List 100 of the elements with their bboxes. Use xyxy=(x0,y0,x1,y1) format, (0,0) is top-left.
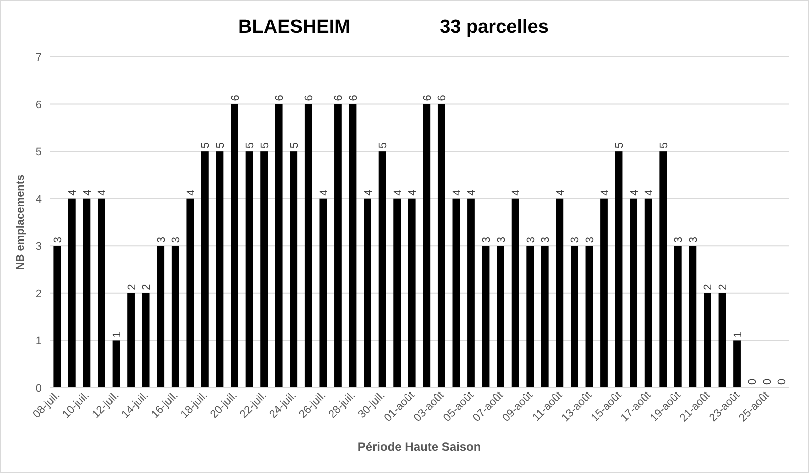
data-label: 4 xyxy=(510,190,523,196)
data-label: 2 xyxy=(702,284,715,290)
y-tick-label: 1 xyxy=(36,336,42,348)
bar xyxy=(128,293,135,388)
bar xyxy=(157,246,165,388)
bar xyxy=(68,198,76,388)
data-label: 4 xyxy=(392,190,404,196)
data-label: 3 xyxy=(570,237,582,244)
data-label: 2 xyxy=(126,284,138,290)
data-label: 3 xyxy=(540,237,552,244)
bar xyxy=(468,198,475,388)
bar xyxy=(734,340,741,388)
chart-subtitle: 33 parcelles xyxy=(440,17,549,38)
data-label: 4 xyxy=(67,190,80,196)
bar xyxy=(186,198,194,388)
data-label: 6 xyxy=(274,95,286,102)
bar xyxy=(260,152,268,388)
bar xyxy=(246,152,254,388)
x-axis-title: Période Haute Saison xyxy=(358,440,482,454)
data-label: 6 xyxy=(422,95,434,102)
data-label: 5 xyxy=(658,142,670,149)
bar xyxy=(98,198,106,388)
bar xyxy=(497,246,504,388)
y-tick-label: 2 xyxy=(36,288,42,300)
data-label: 4 xyxy=(82,190,94,196)
data-label: 6 xyxy=(230,95,242,102)
data-label: 3 xyxy=(496,237,508,244)
chart-title: BLAESHEIM xyxy=(238,17,350,38)
bar xyxy=(541,246,549,388)
data-label: 3 xyxy=(688,237,700,244)
data-label: 6 xyxy=(304,95,316,102)
bar xyxy=(615,152,623,388)
data-label: 4 xyxy=(451,190,464,196)
bar xyxy=(142,293,150,388)
data-label: 2 xyxy=(141,284,154,290)
data-label: 4 xyxy=(644,190,656,196)
data-label: 4 xyxy=(466,190,478,196)
bar xyxy=(408,198,416,388)
data-label: 4 xyxy=(185,190,198,196)
data-label: 5 xyxy=(214,142,227,149)
data-label: 1 xyxy=(732,332,744,338)
bar xyxy=(630,198,638,388)
bar xyxy=(586,246,594,388)
bar xyxy=(660,152,668,388)
bar xyxy=(378,152,386,388)
data-label: 5 xyxy=(614,142,626,149)
data-label: 3 xyxy=(584,237,596,244)
data-label: 4 xyxy=(362,190,375,196)
data-label: 3 xyxy=(52,237,64,244)
bar xyxy=(172,246,180,388)
data-label: 0 xyxy=(762,378,774,385)
bar xyxy=(304,104,312,388)
bar xyxy=(201,152,209,388)
data-label: 4 xyxy=(599,190,612,196)
data-label: 4 xyxy=(96,190,109,196)
bar xyxy=(704,293,712,388)
bar xyxy=(556,198,564,388)
data-label: 5 xyxy=(288,142,301,149)
data-label: 1 xyxy=(112,332,124,338)
data-label: 5 xyxy=(244,142,257,149)
bar xyxy=(570,246,578,388)
bar xyxy=(54,246,62,388)
bar xyxy=(482,246,490,388)
data-label: 2 xyxy=(717,284,730,290)
data-label: 5 xyxy=(378,142,390,149)
data-label: 4 xyxy=(407,190,420,196)
bar xyxy=(512,198,520,388)
data-label: 4 xyxy=(554,190,567,196)
bar xyxy=(689,246,697,388)
data-label: 5 xyxy=(200,142,212,149)
y-tick-label: 3 xyxy=(36,241,42,254)
bar xyxy=(394,198,402,388)
y-axis-title: NB emplacements xyxy=(15,174,27,270)
data-label: 6 xyxy=(348,95,360,102)
bar xyxy=(112,340,120,388)
bar xyxy=(320,198,328,388)
data-label: 4 xyxy=(318,190,330,196)
bar xyxy=(526,246,534,388)
bar xyxy=(231,104,238,388)
bar xyxy=(349,104,357,388)
bar xyxy=(83,198,91,388)
data-label: 4 xyxy=(628,190,641,196)
y-tick-label: 7 xyxy=(36,52,42,64)
bar xyxy=(423,104,431,388)
bar xyxy=(216,152,224,388)
data-label: 3 xyxy=(673,237,686,244)
data-label: 5 xyxy=(259,142,272,149)
data-label: 3 xyxy=(170,237,183,244)
y-tick-label: 6 xyxy=(36,99,42,112)
bar xyxy=(364,198,372,388)
bar xyxy=(718,293,726,388)
y-tick-label: 4 xyxy=(36,194,42,206)
data-label: 0 xyxy=(776,378,789,385)
data-label: 0 xyxy=(747,378,760,385)
data-label: 6 xyxy=(333,95,346,102)
bar xyxy=(290,152,298,388)
y-tick-label: 0 xyxy=(36,383,42,395)
bar xyxy=(600,198,608,388)
bar xyxy=(674,246,682,388)
data-label: 6 xyxy=(436,95,449,102)
